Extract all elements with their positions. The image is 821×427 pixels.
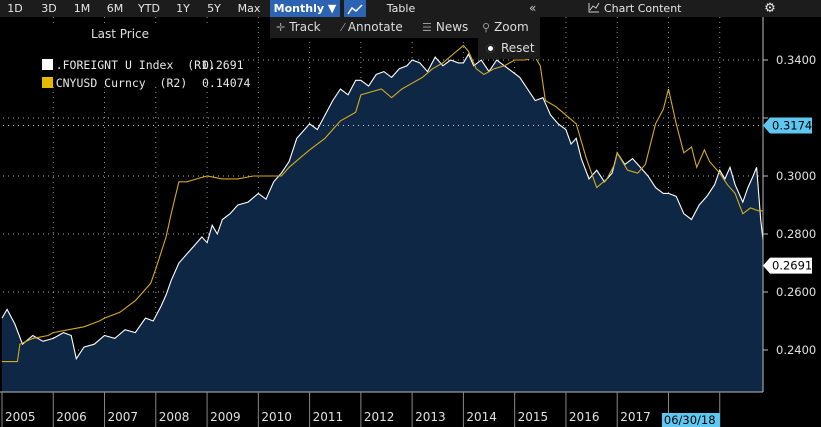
series-cnyusd-line	[2, 44, 769, 363]
x-tick-label: 2008	[159, 410, 190, 424]
magnifier-icon: ⚲	[482, 21, 491, 34]
legend: Last Price .FOREIGNT U Index (R1) 0.2691 …	[0, 27, 250, 90]
price-badge	[763, 257, 812, 274]
pencil-icon: ⁄	[342, 21, 344, 34]
annotate-label: Annotate	[347, 20, 403, 34]
track-label: Track	[289, 20, 321, 34]
legend-swatch-white	[41, 59, 53, 70]
news-icon: ☰	[422, 21, 432, 34]
line-chart-icon	[347, 4, 363, 15]
x-tick-label: 2012	[364, 410, 395, 424]
price-badge	[763, 117, 812, 134]
x-tick-label: 2005	[5, 410, 36, 424]
track-tool[interactable]: ✛ Track	[276, 17, 321, 38]
collapse-icon[interactable]: «	[529, 1, 537, 15]
current-date-box	[661, 413, 720, 427]
annotate-tool[interactable]: ⁄ Annotate	[342, 17, 403, 38]
reset-label: Reset	[501, 41, 535, 55]
y-tick-label: 0.2400	[776, 343, 816, 357]
series-foreignt-area	[2, 54, 766, 392]
reset-icon	[486, 44, 495, 53]
x-tick-label: 2013	[415, 410, 446, 424]
last-price-badges: 0.3174 0.2691	[3, 117, 812, 274]
x-tick-label: 2014	[466, 410, 497, 424]
series-foreignt-line	[1, 53, 767, 361]
x-tick-label: 2011	[313, 410, 344, 424]
chevron-down-icon: ▼	[327, 2, 337, 15]
chart-content-button[interactable]: Chart Content	[588, 0, 698, 17]
crosshair-icon: ✛	[276, 21, 286, 34]
range-1m-button[interactable]: 1M	[73, 2, 91, 15]
x-tick-label: 2006	[56, 410, 87, 424]
area-layer	[1, 44, 769, 392]
legend-series-name: .FOREIGNT U Index (R1)	[55, 58, 215, 72]
y-axis: 0.3400 0.3000 0.2800 0.2600 0.2400	[762, 17, 821, 392]
table-button[interactable]: Table	[386, 2, 416, 15]
x-axis: 2005 2006 2007 2008 2009 2010 2011 2012 2013 2014…	[0, 391, 821, 427]
current-date-label: 06/30/18	[664, 413, 716, 427]
news-tool[interactable]: ☰ News	[422, 17, 468, 38]
line-chart-style-button[interactable]	[344, 0, 366, 17]
x-tick-label: 2009	[210, 410, 241, 424]
range-6m-button[interactable]: 6M	[106, 2, 124, 15]
zoom-tool[interactable]: ⚲ Zoom	[482, 17, 529, 38]
top-toolbar: 1D 3D 1M 6M YTD 1Y 5Y Max Monthly ▼ Tabl…	[0, 0, 821, 17]
legend-row-cnyusd[interactable]: CNYUSD Curncy (R2) 0.14074	[14, 62, 250, 104]
x-tick-label: 2015	[518, 410, 549, 424]
reset-button[interactable]: Reset	[478, 38, 540, 59]
x-tick-label: 2016	[569, 410, 600, 424]
x-tick-label: 2017	[620, 410, 651, 424]
y-tick-label: 0.3400	[776, 53, 816, 67]
legend-series-value: 0.2691	[202, 58, 244, 72]
range-ytd-button[interactable]: YTD	[138, 2, 160, 15]
x-tick-label: 2010	[261, 410, 292, 424]
legend-swatch-yellow	[41, 77, 53, 88]
range-1y-button[interactable]: 1Y	[176, 2, 190, 15]
y-tick-label: 0.3000	[776, 169, 816, 183]
x-tick-label: 2007	[108, 410, 139, 424]
chart-tools-row: ✛ Track ⁄ Annotate ☰ News ⚲ Zoom	[270, 17, 540, 38]
range-max-button[interactable]: Max	[237, 2, 261, 15]
zoom-label: Zoom	[494, 20, 529, 34]
legend-series-value: 0.14074	[202, 76, 251, 90]
range-1d-button[interactable]: 1D	[7, 2, 23, 15]
legend-title: Last Price	[90, 27, 150, 41]
y-axis-panel	[763, 17, 821, 392]
price-badge-label: 0.3174	[772, 119, 812, 133]
chart-content-label: Chart Content	[604, 2, 682, 15]
news-label: News	[435, 20, 469, 34]
frequency-dropdown[interactable]: Monthly ▼	[270, 0, 340, 17]
legend-row-foreignt[interactable]: .FOREIGNT U Index (R1) 0.2691	[14, 44, 244, 86]
price-badge-label: 0.2691	[772, 259, 812, 273]
legend-series-name: CNYUSD Curncy (R2)	[55, 76, 188, 90]
range-5y-button[interactable]: 5Y	[207, 2, 221, 15]
frequency-label: Monthly	[273, 2, 325, 15]
range-3d-button[interactable]: 3D	[41, 2, 57, 15]
y-tick-label: 0.2800	[776, 227, 816, 241]
chart-content-icon	[588, 2, 600, 13]
gear-icon[interactable]: ⚙	[764, 1, 776, 16]
y-tick-label: 0.2600	[776, 285, 816, 299]
